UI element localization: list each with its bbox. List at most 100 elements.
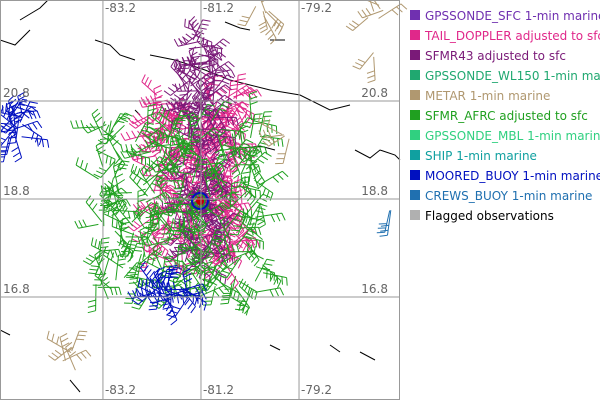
wind-barb: [192, 19, 211, 41]
wind-barb: [176, 65, 190, 92]
wind-barb: [204, 94, 232, 112]
wind-barb: [227, 79, 239, 103]
legend-label: TAIL_DOPPLER adjusted to sfc: [424, 29, 600, 43]
wind-barb: [181, 255, 211, 267]
wind-barb: [177, 57, 208, 67]
legend-label: METAR 1-min marine: [425, 89, 550, 103]
wind-barb: [191, 91, 204, 115]
wind-barb: [219, 146, 246, 157]
legend-label: GPSSONDE_MBL 1-min marine: [425, 129, 600, 143]
wind-barb: [167, 189, 193, 211]
wind-barb: [17, 91, 27, 115]
wind-barb: [234, 164, 261, 173]
wind-barb: [180, 291, 207, 302]
wind-barb: [224, 233, 235, 261]
wind-barb: [127, 110, 158, 125]
lon-label: -83.2: [105, 1, 136, 15]
wind-barb: [107, 187, 127, 211]
wind-barb: [149, 270, 162, 294]
legend-label: SFMR_AFRC adjusted to sfc: [425, 109, 588, 123]
wind-barb: [163, 199, 182, 217]
wind-barb: [172, 110, 189, 135]
wind-barb: [156, 292, 185, 304]
wind-barb: [182, 283, 208, 294]
wind-barb: [91, 108, 103, 135]
wind-barb: [133, 202, 159, 217]
wind-barb: [6, 100, 16, 127]
wind-barb: [170, 93, 192, 114]
wind-barb: [21, 136, 50, 148]
wind-barb: [142, 167, 172, 186]
wind-barb: [179, 218, 204, 232]
wind-barb: [245, 151, 272, 170]
wind-barb: [156, 279, 183, 296]
lat-label: 20.8: [3, 86, 30, 100]
wind-barb: [183, 206, 203, 234]
wind-barb: [202, 84, 232, 102]
wind-barb: [250, 160, 261, 190]
wind-barb: [357, 8, 384, 19]
wind-barb: [148, 206, 178, 216]
wind-barb: [222, 275, 237, 299]
wind-barb: [253, 120, 278, 135]
wind-barb: [128, 117, 151, 129]
wind-barb: [7, 115, 20, 145]
wind-barb: [182, 275, 191, 298]
wind-barb: [145, 276, 163, 294]
wind-barb: [207, 69, 225, 97]
lon-label: -79.2: [301, 1, 332, 15]
wind-barb: [209, 61, 235, 75]
wind-barb: [169, 153, 180, 177]
wind-barb: [150, 203, 160, 232]
wind-barb: [249, 159, 266, 189]
wind-barb: [150, 108, 172, 134]
wind-barb: [207, 261, 228, 290]
wind-barb: [181, 55, 210, 66]
wind-barb: [234, 213, 245, 237]
wind-barb: [140, 236, 172, 253]
wind-barb: [173, 58, 196, 81]
wind-barb: [206, 202, 230, 215]
wind-barb: [0, 117, 13, 133]
wind-barb: [188, 107, 211, 119]
wind-barb: [212, 126, 222, 153]
wind-barb: [211, 110, 238, 122]
wind-barb: [162, 256, 184, 271]
wind-barb: [213, 116, 239, 126]
wind-barb: [184, 18, 205, 35]
wind-barb: [229, 181, 240, 209]
wind-barb: [218, 255, 242, 279]
wind-barb: [165, 295, 178, 326]
wind-barb: [184, 129, 203, 156]
wind-barb: [87, 255, 104, 275]
wind-barb: [222, 101, 249, 114]
wind-barb: [177, 138, 201, 158]
wind-barb: [245, 241, 260, 267]
legend-label: GPSSONDE_WL150 1-min mar: [425, 69, 600, 83]
wind-barb: [113, 112, 133, 127]
wind-barb: [22, 123, 43, 146]
wind-barb: [126, 274, 153, 289]
wind-barb: [235, 104, 255, 123]
wind-barb: [154, 269, 172, 296]
wind-barb: [263, 15, 277, 45]
wind-barb: [182, 268, 193, 297]
wind-barb: [125, 140, 157, 156]
wind-barb: [182, 144, 195, 166]
lat-label: 16.8: [3, 282, 30, 296]
wind-barb: [188, 46, 200, 78]
wind-barb: [11, 131, 23, 163]
wind-barb: [246, 193, 271, 214]
storm-center: [191, 192, 209, 210]
wind-barb: [191, 63, 223, 74]
wind-barb: [167, 100, 182, 127]
wind-barb: [113, 162, 124, 194]
wind-barb: [201, 255, 212, 279]
wind-barb: [191, 135, 214, 162]
wind-barb: [258, 129, 284, 139]
wind-barb: [378, 3, 408, 19]
wind-barb: [87, 284, 97, 314]
wind-barb: [175, 128, 186, 158]
wind-barb: [151, 294, 173, 309]
wind-barb: [130, 163, 148, 183]
